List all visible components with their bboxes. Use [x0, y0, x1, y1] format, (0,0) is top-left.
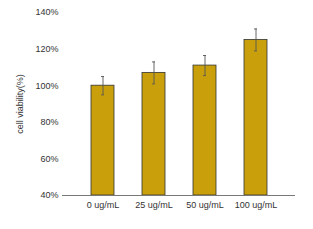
svg-text:40%: 40%: [40, 190, 58, 200]
svg-text:100%: 100%: [35, 81, 58, 91]
svg-text:0 ug/mL: 0 ug/mL: [87, 200, 120, 210]
svg-text:80%: 80%: [40, 117, 58, 127]
svg-text:cell viability(%): cell viability(%): [15, 74, 25, 134]
svg-text:25 ug/mL: 25 ug/mL: [135, 200, 173, 210]
svg-text:50 ug/mL: 50 ug/mL: [186, 200, 224, 210]
svg-text:120%: 120%: [35, 44, 58, 54]
svg-text:60%: 60%: [40, 154, 58, 164]
svg-text:100 ug/mL: 100 ug/mL: [235, 200, 278, 210]
svg-text:140%: 140%: [35, 7, 58, 17]
